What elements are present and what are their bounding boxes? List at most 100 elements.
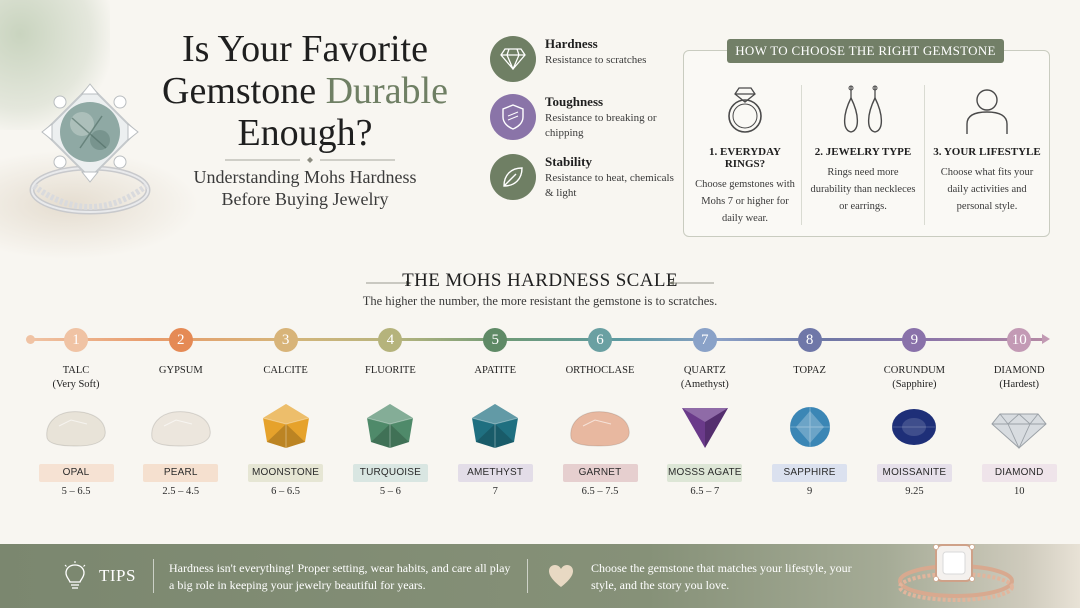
gemstone-image <box>570 411 630 447</box>
tips-divider <box>153 559 154 593</box>
gemstone-image <box>789 407 830 447</box>
tips-label: TIPS <box>99 566 136 585</box>
lightbulb-icon <box>64 561 86 589</box>
gemstone-image <box>151 411 211 447</box>
gemstone-image <box>262 404 309 448</box>
hardness-number: 10 <box>1007 328 1032 352</box>
gemstone-label: AMETHYST <box>457 464 533 482</box>
choose-column-text: Rings need more durability than necklece… <box>810 167 916 212</box>
gemstone-label: MOSSS AGATE <box>667 464 743 482</box>
how-to-choose-heading: HOW TO CHOOSE THE RIGHT GEMSTONE <box>727 39 1004 63</box>
page-subtitle: Understanding Mohs Hardness Before Buyin… <box>150 166 460 210</box>
gemstone-hardness: 9 <box>806 486 813 497</box>
scale-title: THE MOHS HARDNESS SCALE <box>402 270 678 291</box>
gemstone-hardness: 10 <box>1013 486 1025 497</box>
property-title: Toughness <box>545 94 604 109</box>
scale-item-orthoclase: 6 ORTHOCLASE GARNET 6.5 – 7.5 <box>550 328 650 497</box>
gemstone-hardness: 6.5 – 7.5 <box>581 486 619 497</box>
property-title: Stability <box>545 154 592 169</box>
gemstone-image <box>892 409 937 445</box>
scale-item-topaz: 8 TOPAZ SAPPHIRE 9 <box>760 328 860 497</box>
ring-icon <box>728 87 762 133</box>
mineral-name: TALC (Very Soft) <box>52 365 100 390</box>
hardness-number: 4 <box>378 328 403 352</box>
gemstone-label: PEARL <box>143 464 219 482</box>
choose-column-jewelry-type: 2. JEWELRY TYPE Rings need more durabili… <box>808 80 918 215</box>
tips-text-right: Choose the gemstone that matches your li… <box>591 561 852 592</box>
gemstone-hardness: 6.5 – 7 <box>690 486 720 497</box>
choose-column-title: 3. YOUR LIFESTYLE <box>933 146 1041 158</box>
gemstone-label: MOISSANITE <box>876 464 952 482</box>
leaf-icon <box>490 154 536 200</box>
hardness-number: 9 <box>902 328 927 352</box>
hardness-number: 7 <box>692 328 717 352</box>
heading-ornament-left <box>366 281 412 285</box>
tips-bar <box>0 544 1080 608</box>
property-description: Resistance to heat, chemicals & light <box>545 172 674 199</box>
subtitle-line-2: Before Buying Jewelry <box>221 189 389 209</box>
property-stability: Stability Resistance to heat, chemicals … <box>490 154 680 202</box>
mineral-name: CORUNDUM (Sapphire) <box>883 365 946 390</box>
hardness-number: 5 <box>483 328 508 352</box>
gemstone-hardness: 5 – 6.5 <box>61 486 91 497</box>
mineral-name: QUARTZ (Amethyst) <box>680 365 729 390</box>
gemstone-label: SAPPHIRE <box>772 464 848 482</box>
heart-icon <box>549 565 573 587</box>
scale-item-fluorite: 4 FLUORITE TURQUOISE 5 – 6 <box>340 328 440 497</box>
mineral-name: TOPAZ <box>793 365 826 376</box>
choose-column-text: Choose what fits your daily activities a… <box>940 167 1034 212</box>
property-description: Resistance to scratches <box>545 54 647 66</box>
shield-icon <box>490 94 536 140</box>
mineral-name: CALCITE <box>263 365 308 376</box>
gemstone-image <box>991 413 1047 450</box>
scale-item-corundum: 9 CORUNDUM (Sapphire) MOISSANITE 9.25 <box>864 328 964 497</box>
gemstone-image <box>367 404 414 448</box>
hardness-number: 6 <box>588 328 612 352</box>
heading-ornament-right <box>668 281 714 285</box>
mineral-name: FLUORITE <box>365 365 416 376</box>
choose-column-title: 1. EVERYDAY RINGS? <box>709 146 781 170</box>
person-icon <box>966 89 1008 134</box>
tips-text-left: Hardness isn't everything! Proper settin… <box>169 561 511 592</box>
gemstone-label: GARNET <box>562 464 638 482</box>
timeline-arrow-head <box>1042 334 1050 344</box>
scale-item-diamond: 10 DIAMOND (Hardest) DIAMOND 10 <box>969 328 1069 497</box>
mineral-name: DIAMOND (Hardest) <box>993 365 1045 390</box>
hardness-number: 3 <box>273 328 298 352</box>
gemstone-label: MOONSTONE <box>248 464 324 482</box>
title-line-1: Is Your Favorite <box>182 28 428 70</box>
title-divider <box>225 157 395 163</box>
gemstone-label: TURQUOISE <box>352 464 428 482</box>
scale-item-gypsum: 2 GYPSUM PEARL 2.5 – 4.5 <box>131 328 231 497</box>
property-hardness: Hardness Resistance to scratches <box>490 36 680 84</box>
property-title: Hardness <box>545 36 598 51</box>
gemstone-image <box>46 411 106 447</box>
gemstone-label: OPAL <box>38 464 114 482</box>
title-line-2a: Gemstone <box>162 70 326 112</box>
mineral-name: APATITE <box>474 365 516 376</box>
choose-column-everyday-rings: 1. EVERYDAY RINGS? Choose gemstones with… <box>690 80 800 227</box>
choose-column-title: 2. JEWELRY TYPE <box>814 146 912 158</box>
subtitle-line-1: Understanding Mohs Hardness <box>193 167 417 187</box>
title-line-3: Enough? <box>237 112 373 154</box>
property-description: Resistance to breaking or chipping <box>545 112 657 139</box>
scale-subtitle: The higher the number, the more resistan… <box>362 294 718 308</box>
scale-item-talc: 1 TALC (Very Soft) OPAL 5 – 6.5 <box>26 328 126 497</box>
scale-item-quartz: 7 QUARTZ (Amethyst) MOSSS AGATE 6.5 – 7 <box>655 328 755 497</box>
page-title: Is Your Favorite Gemstone Durable Enough… <box>150 28 460 154</box>
column-divider <box>924 85 925 225</box>
earrings-icon <box>843 85 883 133</box>
scale-item-apatite: 5 APATITE AMETHYST 7 <box>445 328 545 497</box>
property-toughness: Toughness Resistance to breaking or chip… <box>490 94 680 142</box>
mineral-name: GYPSUM <box>158 365 203 376</box>
hardness-timeline <box>30 338 1045 341</box>
moss-agate-ring-image <box>29 83 151 215</box>
title-accent-word: Durable <box>325 70 448 112</box>
choose-column-lifestyle: 3. YOUR LIFESTYLE Choose what fits your … <box>932 80 1042 215</box>
mineral-name: ORTHOCLASE <box>565 365 635 376</box>
gemstone-hardness: 7 <box>492 486 498 497</box>
tips-divider <box>527 559 528 593</box>
gemstone-hardness: 2.5 – 4.5 <box>162 486 200 497</box>
diamond-icon <box>490 36 536 82</box>
gemstone-label: DIAMOND <box>981 464 1057 482</box>
